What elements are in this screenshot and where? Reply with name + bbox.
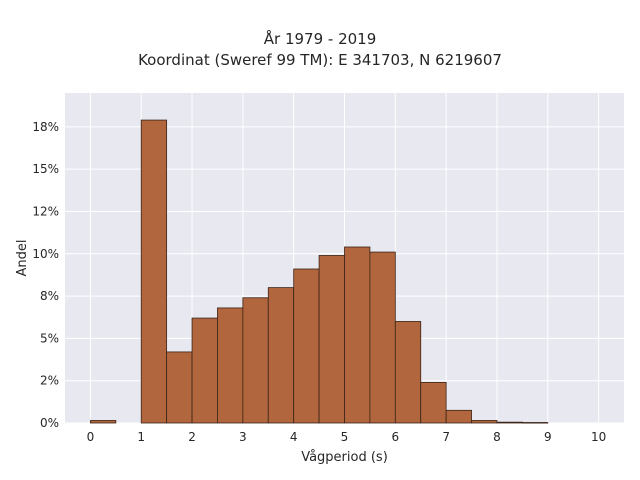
x-tick-label: 6: [391, 430, 399, 444]
histogram-bar: [521, 422, 549, 424]
x-tick-label: 10: [591, 430, 606, 444]
x-axis-label: Vågperiod (s): [301, 450, 388, 465]
x-tick-label: 5: [341, 430, 349, 444]
y-axis-label: Andel: [15, 240, 30, 277]
x-tick-label: 2: [188, 430, 196, 444]
y-tick-label: 10%: [32, 247, 59, 261]
chart-title-line-1: År 1979 - 2019: [263, 30, 377, 48]
x-tick-label: 9: [544, 430, 552, 444]
x-axis-ticks: 0 1 2 3 4 5 6 7 8 9 10: [87, 430, 607, 444]
histogram-bar: [140, 119, 168, 424]
histogram-bar: [445, 409, 472, 424]
y-tick-label: 0%: [40, 416, 59, 430]
histogram-bar: [496, 421, 523, 424]
y-tick-label: 18%: [32, 120, 59, 134]
histogram-bar: [420, 381, 447, 424]
y-axis-ticks: 0% 2% 5% 8% 10% 12% 15% 18%: [32, 120, 59, 430]
y-tick-label: 5%: [40, 331, 59, 345]
histogram-bar: [344, 246, 371, 424]
histogram-bar: [90, 420, 117, 424]
histogram-bar: [394, 321, 422, 424]
y-tick-label: 2%: [40, 374, 59, 388]
x-tick-label: 7: [442, 430, 450, 444]
histogram-bar: [217, 307, 244, 424]
x-tick-label: 0: [87, 430, 95, 444]
histogram-bar: [267, 287, 295, 424]
histogram-bar: [318, 255, 345, 424]
histogram-bar: [166, 351, 193, 424]
histogram-bar: [191, 317, 218, 424]
histogram-bar: [242, 297, 269, 424]
chart-title-line-2: Koordinat (Sweref 99 TM): E 341703, N 62…: [138, 51, 502, 69]
histogram-bar: [293, 268, 320, 424]
bars: [90, 119, 549, 424]
x-tick-label: 4: [290, 430, 298, 444]
y-tick-label: 8%: [40, 289, 59, 303]
y-tick-label: 15%: [32, 162, 59, 176]
histogram-bar: [471, 420, 498, 424]
x-tick-label: 8: [493, 430, 501, 444]
histogram-bar: [369, 251, 396, 424]
x-tick-label: 1: [137, 430, 145, 444]
x-tick-label: 3: [239, 430, 247, 444]
y-tick-label: 12%: [32, 204, 59, 218]
